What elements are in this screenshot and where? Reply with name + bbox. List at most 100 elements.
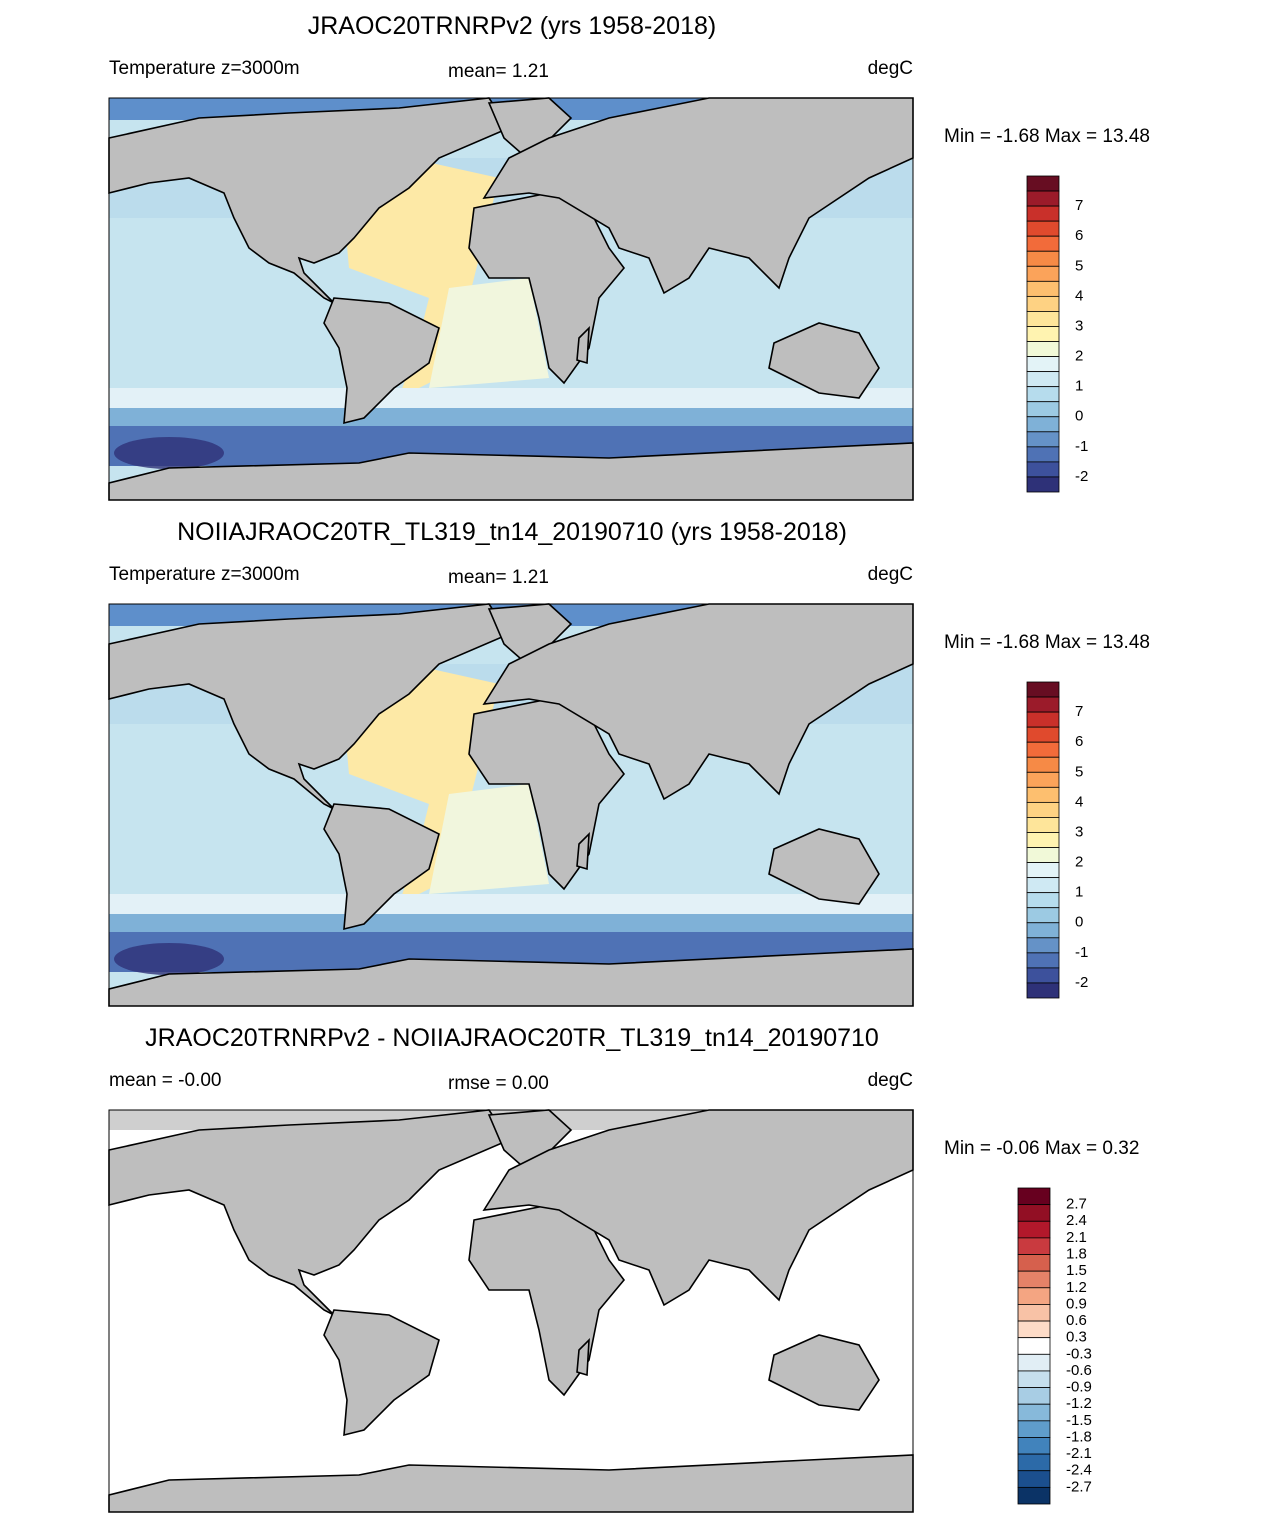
colorbar-box	[1026, 832, 1060, 848]
colorbar-label: -2	[1075, 468, 1088, 485]
colorbar-box	[1026, 786, 1060, 803]
colorbar-label: 3	[1075, 823, 1083, 840]
colorbar-label: -0.9	[1066, 1379, 1092, 1396]
map-frame	[108, 97, 914, 501]
mean-label: mean= 1.21	[448, 61, 549, 82]
colorbar-box	[1026, 265, 1060, 282]
colorbar-box	[1026, 386, 1060, 403]
units-label: degC	[868, 58, 913, 79]
colorbar-box	[1026, 907, 1060, 924]
colorbar-box	[1026, 461, 1060, 478]
colorbar-box	[1026, 726, 1060, 743]
colorbar-box	[1026, 446, 1060, 463]
colorbar-box	[1026, 741, 1060, 758]
colorbar-label: -0.6	[1066, 1362, 1092, 1379]
colorbar-label: 3	[1075, 317, 1083, 334]
colorbar-box	[1026, 250, 1060, 267]
colorbar-box	[1026, 341, 1060, 357]
colorbar-box	[1026, 862, 1060, 879]
colorbar-box	[1026, 952, 1060, 969]
colorbar-box	[1017, 1470, 1051, 1488]
colorbar-box	[1026, 280, 1060, 297]
colorbar-box	[1026, 937, 1060, 954]
map-frame	[108, 1109, 914, 1513]
colorbar-label: 2	[1075, 348, 1083, 365]
colorbar-label: -2.7	[1066, 1478, 1092, 1495]
colorbar-label: 2.7	[1066, 1196, 1087, 1213]
colorbar-box	[1026, 371, 1060, 388]
colorbar-label: 5	[1075, 763, 1083, 780]
colorbar-box	[1026, 847, 1060, 863]
colorbar-box	[1026, 877, 1060, 894]
map-frame	[108, 603, 914, 1007]
colorbar-label: -1	[1075, 944, 1088, 961]
colorbar-box	[1026, 817, 1060, 833]
colorbar-box	[1026, 401, 1060, 418]
colorbar-label: -1.8	[1066, 1428, 1092, 1445]
colorbar-label: 7	[1075, 197, 1083, 214]
map	[108, 1109, 914, 1513]
colorbar-box	[1026, 326, 1060, 342]
panel-title: JRAOC20TRNRPv2 (yrs 1958-2018)	[308, 12, 716, 40]
variable-label: mean = -0.00	[109, 1070, 222, 1091]
colorbar-box	[1026, 416, 1060, 433]
colorbar-label: 1	[1075, 884, 1083, 901]
colorbar-box	[1026, 190, 1060, 207]
colorbar-label: -1.2	[1066, 1395, 1092, 1412]
colorbar-box	[1017, 1204, 1051, 1222]
range-label: Min = -1.68 Max = 13.48	[944, 632, 1150, 653]
colorbar-box	[1017, 1387, 1051, 1405]
colorbar-label: -1	[1075, 438, 1088, 455]
colorbar-label: -2.1	[1066, 1445, 1092, 1462]
colorbar-label: 0	[1075, 914, 1083, 931]
colorbar-box	[1026, 922, 1060, 939]
colorbar-label: 1.5	[1066, 1262, 1087, 1279]
colorbar-box	[1026, 235, 1060, 252]
colorbar-box	[1026, 982, 1060, 999]
colorbar-box	[1017, 1220, 1051, 1239]
colorbar-label: 0	[1075, 408, 1083, 425]
colorbar-label: 1.2	[1066, 1279, 1087, 1296]
panel-title: NOIIAJRAOC20TR_TL319_tn14_20190710 (yrs …	[177, 518, 847, 546]
colorbar-box	[1017, 1486, 1051, 1505]
colorbar-box	[1017, 1254, 1051, 1272]
colorbar-box	[1026, 756, 1060, 773]
variable-label: Temperature z=3000m	[109, 564, 300, 585]
colorbar-box	[1017, 1370, 1051, 1388]
colorbar-box	[1017, 1187, 1051, 1206]
colorbar-label: 4	[1075, 793, 1083, 810]
colorbar-label: 5	[1075, 257, 1083, 274]
colorbar-box	[1026, 892, 1060, 909]
colorbar-label: 4	[1075, 287, 1083, 304]
colorbar-label: 2.4	[1066, 1212, 1087, 1229]
range-label: Min = -0.06 Max = 0.32	[944, 1138, 1139, 1159]
colorbar-label: -0.3	[1066, 1345, 1092, 1362]
panel-title: JRAOC20TRNRPv2 - NOIIAJRAOC20TR_TL319_tn…	[145, 1024, 879, 1052]
colorbar-label: 7	[1075, 703, 1083, 720]
colorbar-box	[1017, 1337, 1051, 1355]
colorbar-label: 6	[1075, 227, 1083, 244]
colorbar-label: 2	[1075, 854, 1083, 871]
colorbar-label: -2	[1075, 974, 1088, 991]
colorbar-box	[1026, 476, 1060, 493]
map	[108, 603, 914, 1007]
units-label: degC	[868, 564, 913, 585]
colorbar-label: -1.5	[1066, 1412, 1092, 1429]
colorbar-box	[1026, 431, 1060, 448]
colorbar-box	[1017, 1403, 1051, 1422]
map	[108, 97, 914, 501]
colorbar-box	[1026, 220, 1060, 237]
mean-label: mean= 1.21	[448, 567, 549, 588]
colorbar-box	[1026, 356, 1060, 373]
mean-label: rmse = 0.00	[448, 1073, 549, 1094]
colorbar-box	[1017, 1320, 1051, 1339]
colorbar-box	[1017, 1353, 1051, 1372]
colorbar-label: 2.1	[1066, 1229, 1087, 1246]
colorbar-box	[1026, 711, 1060, 728]
colorbar-label: -2.4	[1066, 1462, 1092, 1479]
colorbar-box	[1017, 1437, 1051, 1455]
colorbar-label: 1	[1075, 378, 1083, 395]
colorbar-box	[1026, 175, 1060, 192]
colorbar-box	[1017, 1304, 1051, 1322]
colorbar-label: 0.9	[1066, 1295, 1087, 1312]
